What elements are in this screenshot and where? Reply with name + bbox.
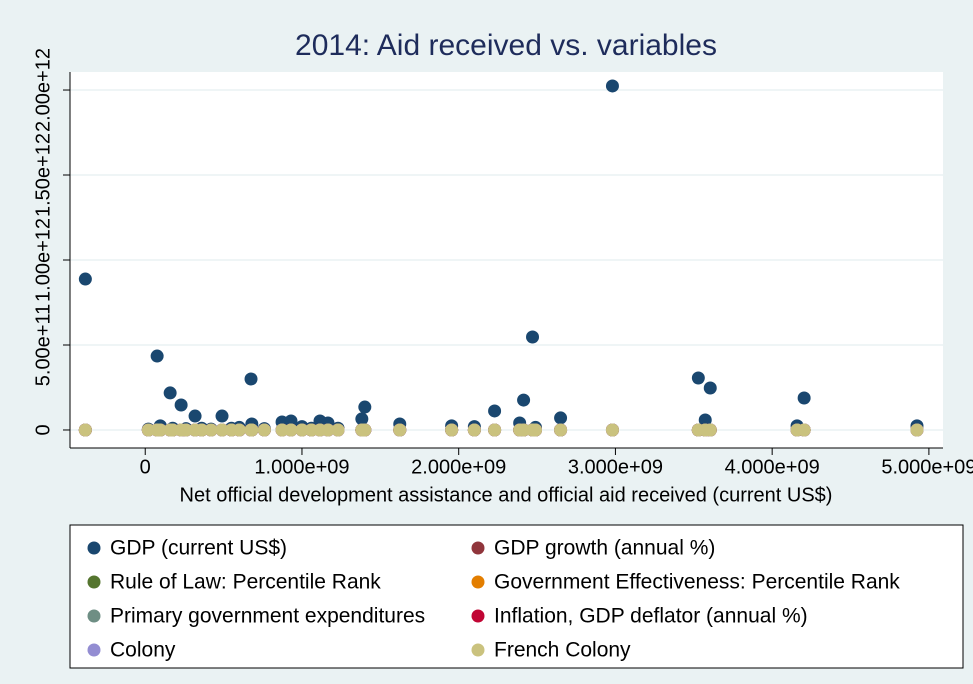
- scatter-point: [78, 423, 92, 437]
- scatter-point: [245, 423, 259, 437]
- scatter-point: [554, 411, 568, 425]
- legend-marker: [87, 541, 101, 555]
- legend-marker: [87, 609, 101, 623]
- scatter-point: [358, 423, 372, 437]
- scatter-point: [174, 398, 188, 412]
- legend-marker: [87, 643, 101, 657]
- y-tick-label: 1.50e+12: [32, 133, 54, 217]
- y-tick-label: 1.00e+12: [32, 218, 54, 302]
- scatter-point: [703, 423, 717, 437]
- scatter-point: [698, 413, 712, 427]
- legend-marker: [471, 541, 485, 555]
- legend-label: Government Effectiveness: Percentile Ran…: [494, 571, 900, 594]
- scatter-point: [284, 414, 298, 428]
- scatter-point: [188, 409, 202, 423]
- legend-marker: [471, 643, 485, 657]
- x-tick-label: 5.000e+09: [881, 456, 973, 478]
- legend-label: GDP growth (annual %): [494, 537, 715, 560]
- y-tick-label: 0: [32, 424, 54, 435]
- x-tick-label: 2.000e+09: [411, 456, 506, 478]
- scatter-point: [355, 412, 369, 426]
- x-tick-label: 1.000e+09: [254, 456, 349, 478]
- scatter-point: [215, 409, 229, 423]
- y-tick-label: 5.00e+11: [32, 304, 54, 387]
- scatter-point: [467, 423, 481, 437]
- scatter-point: [393, 423, 407, 437]
- scatter-point: [488, 404, 502, 418]
- legend-label: French Colony: [494, 639, 631, 662]
- legend-marker: [87, 575, 101, 589]
- legend-label: Rule of Law: Percentile Rank: [110, 571, 381, 594]
- scatter-point: [605, 423, 619, 437]
- scatter-point: [331, 423, 345, 437]
- scatter-point: [797, 423, 811, 437]
- scatter-point: [691, 371, 705, 385]
- scatter-point: [150, 349, 164, 363]
- scatter-point: [517, 393, 531, 407]
- chart-title: 2014: Aid received vs. variables: [295, 29, 717, 62]
- scatter-point: [275, 423, 289, 437]
- scatter-point: [703, 381, 717, 395]
- scatter-point: [554, 423, 568, 437]
- scatter-point: [358, 400, 372, 414]
- scatter-point: [797, 391, 811, 405]
- scatter-point: [163, 386, 177, 400]
- scatter-point: [204, 423, 218, 437]
- scatter-point: [528, 423, 542, 437]
- legend-label: Primary government expenditures: [110, 605, 425, 628]
- legend-marker: [471, 575, 485, 589]
- scatter-point: [321, 423, 335, 437]
- scatter-point: [195, 423, 209, 437]
- scatter-point: [215, 423, 229, 437]
- scatter-point: [295, 423, 309, 437]
- scatter-point: [179, 423, 193, 437]
- scatter-point: [526, 330, 540, 344]
- scatter-point: [517, 423, 531, 437]
- x-axis-title: Net official development assistance and …: [180, 484, 833, 506]
- scatter-point: [153, 423, 167, 437]
- scatter-point: [232, 423, 246, 437]
- legend-marker: [471, 609, 485, 623]
- x-tick-label: 4.000e+09: [725, 456, 820, 478]
- legend-label: Inflation, GDP deflator (annual %): [494, 605, 808, 628]
- x-tick-label: 3.000e+09: [568, 456, 663, 478]
- legend-label: GDP (current US$): [110, 537, 287, 560]
- scatter-point: [244, 372, 258, 386]
- scatter-point: [488, 423, 502, 437]
- y-tick-label: 2.00e+12: [32, 48, 54, 132]
- legend-box: [69, 524, 964, 669]
- scatter-point: [257, 423, 271, 437]
- legend-label: Colony: [110, 639, 176, 662]
- x-tick-label: 0: [140, 456, 151, 478]
- scatter-point: [605, 79, 619, 93]
- scatter-point: [78, 272, 92, 286]
- scatter-point: [910, 423, 924, 437]
- scatter-point: [445, 423, 459, 437]
- scatter-point: [284, 423, 298, 437]
